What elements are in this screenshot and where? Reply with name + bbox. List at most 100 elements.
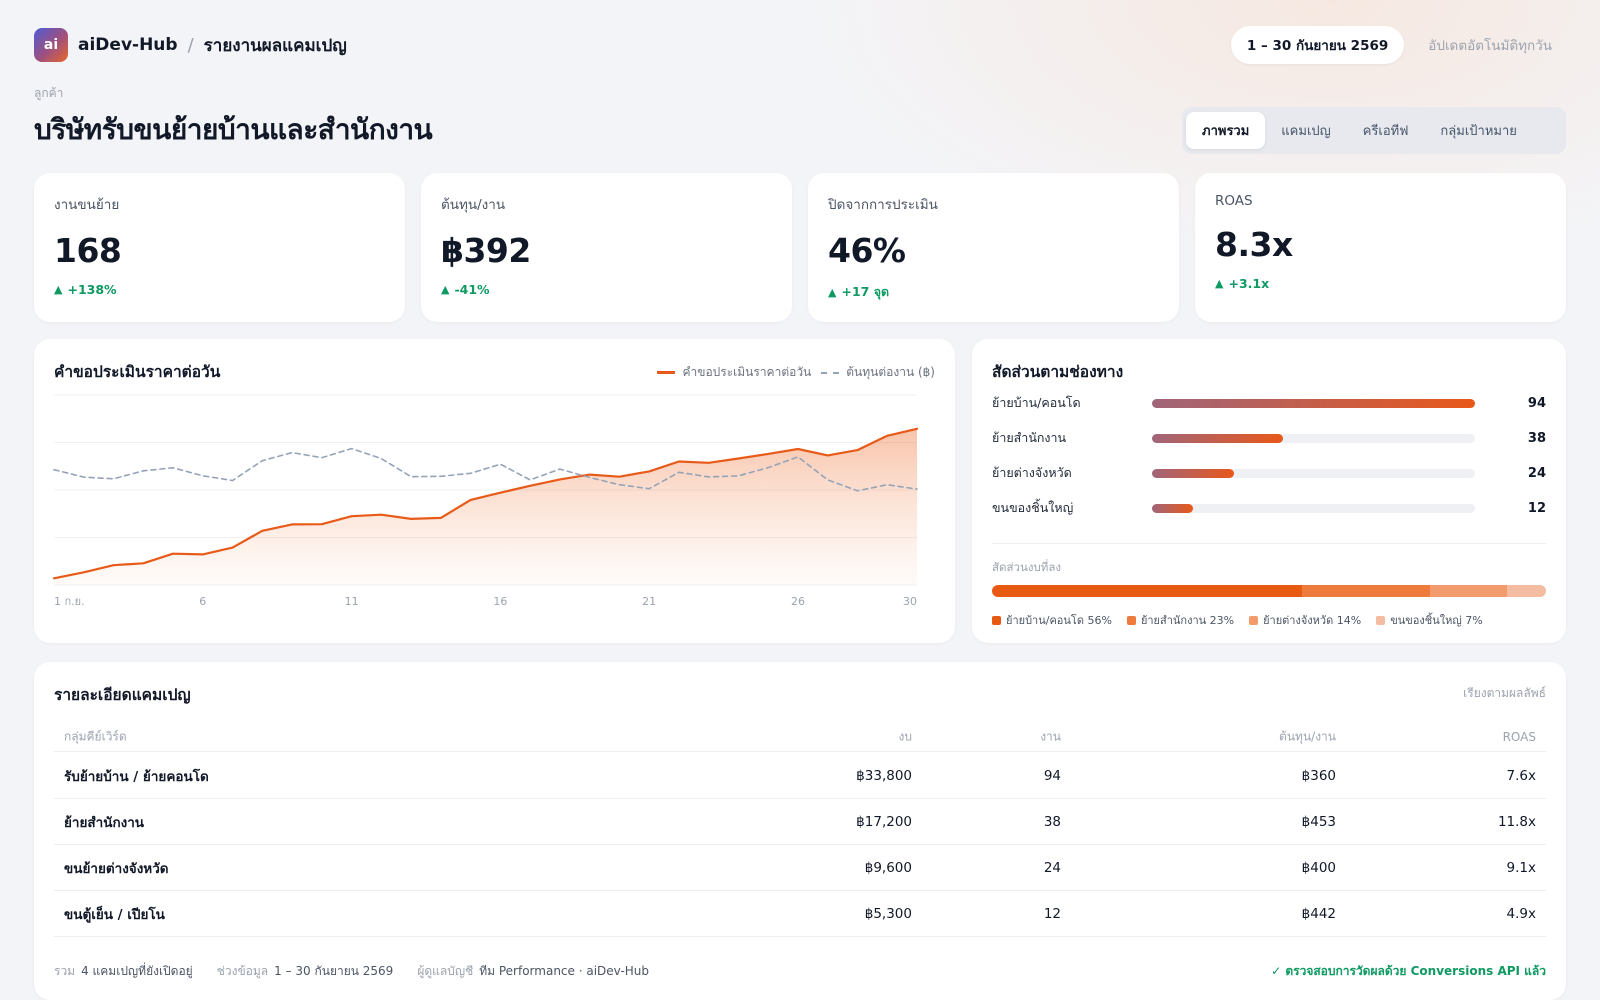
cell-budget: ฿9,600: [864, 859, 912, 876]
col-header-roas[interactable]: ROAS: [1502, 729, 1536, 744]
kpi-value: 46%: [828, 231, 906, 270]
auto-update-note: อัปเดตอัตโนมัติทุกวัน: [1428, 38, 1552, 54]
date-range-picker[interactable]: 1 – 30 กันยายน 2569: [1230, 26, 1405, 64]
sort-toggle[interactable]: เรียงตามผลลัพธ์: [1463, 686, 1546, 700]
kpi-value: ฿392: [441, 231, 531, 270]
channel-row: ย้ายสำนักงาน 38: [992, 428, 1546, 448]
kpi-delta: ▲ +17 จุด: [828, 282, 1159, 302]
kpi-label: ปิดจากการประเมิน: [828, 197, 938, 213]
divider: [992, 543, 1546, 544]
cell-cost-per-job: ฿442: [1301, 905, 1336, 922]
legend-requests-label: คำขอประเมินราคาต่อวัน: [682, 365, 812, 379]
x-tick-label: 11: [345, 595, 359, 608]
tab-audiences[interactable]: กลุ่มเป้าหมาย: [1440, 124, 1517, 139]
col-header-jobs[interactable]: งาน: [1040, 729, 1061, 743]
cell-keyword-group: รับย้ายบ้าน / ย้ายคอนโด: [64, 768, 209, 785]
cell-roas: 4.9x: [1506, 905, 1536, 922]
kpi-value: 168: [54, 231, 122, 270]
channel-bar-track: [1152, 503, 1475, 513]
up-arrow-icon: ▲: [441, 283, 450, 296]
channel-value: 24: [1527, 465, 1546, 481]
legend-dashed-swatch: [821, 371, 840, 374]
kpi-label: งานขนย้าย: [54, 197, 120, 213]
client-label: ลูกค้า: [34, 86, 64, 100]
budget-segment: [1429, 585, 1508, 597]
channel-label: ย้ายต่างจังหวัด: [992, 465, 1072, 480]
cell-cost-per-job: ฿360: [1301, 767, 1336, 784]
kpi-card-close-rate: ปิดจากการประเมิน 46% ▲ +17 จุด: [808, 173, 1179, 322]
kpi-value: 8.3x: [1215, 225, 1293, 264]
budget-segment: [1507, 585, 1546, 597]
table-header: กลุ่มคีย์เวิร์ด งบ งาน ต้นทุน/งาน ROAS: [54, 722, 1546, 752]
daily-requests-card: 1 ก.ย. 6 11 16 21 26 30 คำขอประเมินราคาต่อวัน …: [34, 339, 955, 643]
page-title: บริษัทรับขนย้ายบ้านและสำนักงาน: [34, 113, 433, 146]
kpi-label: ROAS: [1215, 193, 1253, 209]
footer-owner-key: ผู้ดูแลบัญชี: [417, 964, 474, 978]
top-bar: ai aiDev-Hub / รายงานผลแคมเปญ 1 – 30 กัน…: [34, 26, 1566, 64]
budget-share-legend: ย้ายบ้าน/คอนโด 56% ย้ายสำนักงาน 23% ย้ายต่…: [992, 611, 1498, 629]
channel-bar-fill: [1152, 468, 1235, 478]
channel-value: 38: [1527, 430, 1546, 446]
table-title: รายละเอียดแคมเปญ: [54, 686, 191, 704]
channel-label: ขนของชิ้นใหญ่: [992, 500, 1074, 515]
kpi-card-roas: ROAS 8.3x ▲ +3.1x: [1195, 173, 1566, 322]
kpi-delta-value: +138%: [67, 282, 117, 297]
x-tick-label: 1 ก.ย.: [54, 595, 85, 608]
tab-creatives[interactable]: ครีเอทีฟ: [1362, 124, 1409, 139]
col-header-budget[interactable]: งบ: [898, 729, 912, 743]
budget-legend-label: ขนของชิ้นใหญ่ 7%: [1390, 614, 1483, 627]
channel-bar-fill: [1152, 433, 1283, 443]
up-arrow-icon: ▲: [828, 285, 837, 299]
view-tabs: ภาพรวม แคมเปญ ครีเอทีฟ กลุ่มเป้าหมาย: [1182, 107, 1566, 154]
cell-budget: ฿5,300: [864, 905, 912, 922]
footer-range-value: 1 – 30 กันยายน 2569: [274, 964, 394, 978]
kpi-label: ต้นทุน/งาน: [441, 197, 506, 213]
cell-keyword-group: ขนตู้เย็น / เปียโน: [64, 906, 165, 923]
col-header-cost-per-job[interactable]: ต้นทุน/งาน: [1279, 729, 1336, 743]
x-tick-label: 26: [791, 595, 805, 608]
cell-cost-per-job: ฿400: [1301, 859, 1336, 876]
x-tick-label: 30: [903, 595, 917, 608]
cell-budget: ฿33,800: [856, 767, 912, 784]
budget-share-label: สัดส่วนงบที่ลง: [992, 560, 1061, 574]
top-right-group: 1 – 30 กันยายน 2569 อัปเดตอัตโนมัติทุกวั…: [1230, 26, 1552, 64]
budget-segment: [1302, 585, 1430, 597]
table-row[interactable]: ย้ายสำนักงาน ฿17,200 38 ฿453 11.8x: [54, 799, 1546, 845]
channel-bar-track: [1152, 433, 1475, 443]
up-arrow-icon: ▲: [1215, 277, 1224, 290]
budget-legend-label: ย้ายสำนักงาน 23%: [1140, 614, 1235, 627]
x-tick-label: 16: [493, 595, 507, 608]
budget-share-bar: [992, 585, 1546, 597]
channel-bar-fill: [1152, 398, 1475, 408]
table-row[interactable]: รับย้ายบ้าน / ย้ายคอนโด ฿33,800 94 ฿360 …: [54, 753, 1546, 799]
logo[interactable]: ai: [34, 28, 68, 62]
kpi-delta: ▲ -41%: [441, 282, 772, 297]
budget-legend-item: ขนของชิ้นใหญ่ 7%: [1376, 611, 1483, 629]
table-row[interactable]: ขนตู้เย็น / เปียโน ฿5,300 12 ฿442 4.9x: [54, 891, 1546, 937]
channel-label: ย้ายสำนักงาน: [992, 430, 1067, 445]
budget-legend-swatch: [1126, 615, 1136, 625]
cell-jobs: 94: [1043, 767, 1061, 784]
series-line-cost: [53, 447, 918, 492]
brand-name[interactable]: aiDev-Hub: [78, 35, 178, 55]
series-line-requests: [52, 427, 919, 580]
channel-value: 12: [1527, 500, 1546, 516]
table-row[interactable]: ขนย้ายต่างจังหวัด ฿9,600 24 ฿400 9.1x: [54, 845, 1546, 891]
channel-bar-fill: [1152, 503, 1194, 513]
footer-total-key: รวม: [54, 964, 76, 978]
tab-overview[interactable]: ภาพรวม: [1186, 112, 1266, 149]
kpi-delta: ▲ +138%: [54, 282, 385, 297]
tab-campaigns[interactable]: แคมเปญ: [1281, 124, 1331, 139]
kpi-card-cost-per-job: ต้นทุน/งาน ฿392 ▲ -41%: [421, 173, 792, 322]
cell-jobs: 24: [1043, 859, 1061, 876]
up-arrow-icon: ▲: [54, 283, 63, 296]
kpi-delta-value: -41%: [454, 282, 490, 297]
breadcrumb-current: รายงานผลแคมเปญ: [203, 35, 347, 56]
kpi-delta-value: +17 จุด: [841, 284, 890, 299]
breadcrumb-separator: /: [187, 34, 194, 56]
daily-requests-chart: 1 ก.ย. 6 11 16 21 26 30: [52, 394, 919, 608]
channel-bar-track: [1152, 468, 1475, 478]
col-header-keyword-group[interactable]: กลุ่มคีย์เวิร์ด: [64, 729, 127, 743]
footer-owner-value: ทีม Performance · aiDev-Hub: [479, 964, 650, 978]
budget-legend-swatch: [1249, 615, 1259, 625]
